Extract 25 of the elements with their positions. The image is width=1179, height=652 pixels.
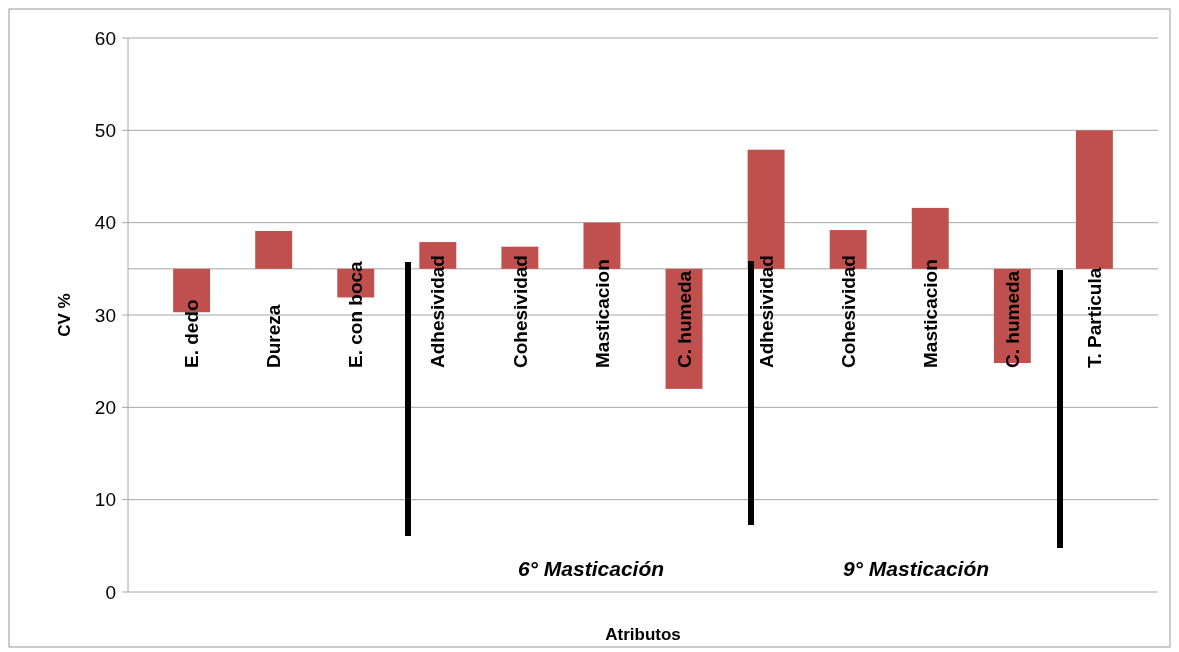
y-tick-label: 20 [94,396,116,418]
x-tick-label: E. dedo [181,299,203,368]
y-tick-label: 30 [94,304,116,326]
x-tick-label: C. humeda [673,270,695,368]
y-axis-title: CV % [55,293,74,337]
y-tick-label: 10 [94,489,116,511]
x-tick-label: Dureza [263,304,285,368]
x-tick-label: Masticacion [919,259,941,368]
y-tick-label: 0 [105,581,116,603]
x-tick-label: Adhesividad [427,255,449,368]
annotation: 6° Masticación [517,557,665,580]
x-axis-title: Atributos [605,625,681,644]
x-tick-label: E. con boca [345,260,367,368]
y-tick-label: 60 [94,27,116,49]
x-tick-label: Adhesividad [755,255,777,368]
bar [255,230,293,269]
x-tick-label: T. Particula [1084,267,1106,368]
y-tick-label: 50 [94,119,116,141]
bar [1075,130,1113,269]
x-tick-label: C. humeda [1001,270,1023,368]
x-tick-label: Cohesividad [509,255,531,368]
x-tick-label: Masticacion [591,259,613,368]
y-tick-label: 40 [94,212,116,234]
annotation: 9° Masticación [842,557,990,580]
x-tick-label: Cohesividad [837,255,859,368]
